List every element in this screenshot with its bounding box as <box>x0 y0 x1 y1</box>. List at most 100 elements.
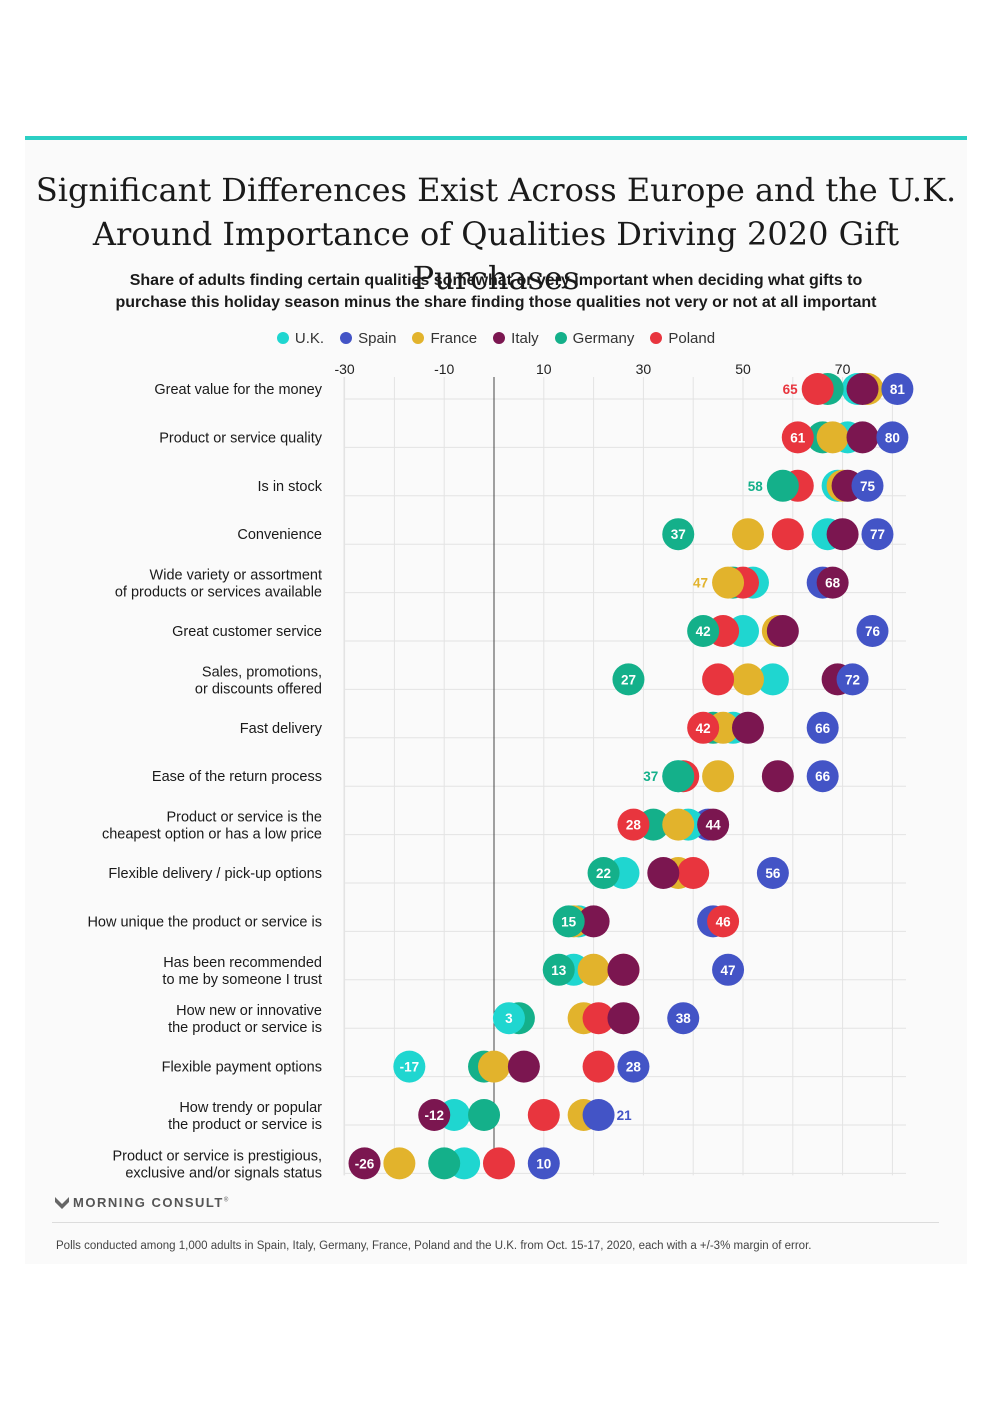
category-label: Has been recommended <box>163 955 322 971</box>
data-point-poland <box>687 711 720 744</box>
data-label: 10 <box>536 1156 551 1171</box>
page-title: Significant Differences Exist Across Eur… <box>25 168 967 300</box>
data-label: 47 <box>721 963 736 978</box>
data-point-france <box>712 566 745 599</box>
data-label: 56 <box>765 866 781 881</box>
data-point-poland <box>702 663 735 696</box>
x-tick-label: 70 <box>835 361 851 377</box>
x-tick-label: 50 <box>735 361 751 377</box>
data-point-germany <box>612 663 645 696</box>
legend-dot-icon <box>412 332 425 344</box>
category-label: to me by someone I trust <box>162 972 322 988</box>
data-point-france <box>731 663 764 696</box>
data-point-spain <box>712 953 745 986</box>
data-point-spain <box>582 1099 615 1131</box>
category-label: the product or service is <box>168 1020 322 1036</box>
data-point-italy <box>507 1050 540 1083</box>
data-label: 3 <box>505 1011 513 1026</box>
legend-dot-icon <box>650 332 663 344</box>
data-label: 77 <box>870 527 885 542</box>
data-label: 75 <box>860 479 876 494</box>
data-label: 68 <box>825 576 841 591</box>
data-label: 21 <box>617 1108 633 1123</box>
data-label: 42 <box>696 721 711 736</box>
data-label: 22 <box>596 866 611 881</box>
data-point-italy <box>826 518 859 551</box>
data-point-italy <box>577 905 610 938</box>
data-point-germany <box>542 953 575 986</box>
data-point-france <box>702 760 735 793</box>
data-label: 66 <box>815 721 831 736</box>
legend-label: Spain <box>358 330 397 347</box>
category-label: exclusive and/or signals status <box>125 1165 322 1181</box>
x-tick-label: -10 <box>434 361 454 377</box>
footnote: Polls conducted among 1,000 adults in Sp… <box>56 1240 812 1252</box>
morning-consult-logo-icon <box>55 1197 69 1209</box>
data-label: -26 <box>355 1156 375 1171</box>
category-label: Sales, promotions, <box>202 664 322 680</box>
x-tick-label: 30 <box>636 361 652 377</box>
category-label: How trendy or popular <box>179 1100 322 1116</box>
data-point-poland <box>677 857 710 889</box>
category-label: Wide variety or assortment <box>150 568 322 584</box>
dot-plot-chart: -30 -10 10 30 50 70 Great value for the money P… <box>87 361 914 1181</box>
data-label: 80 <box>885 430 900 445</box>
data-point-spain <box>806 711 839 744</box>
data-point-poland <box>707 905 740 938</box>
category-label: or discounts offered <box>195 681 322 697</box>
category-label: Product or service quality <box>159 430 323 446</box>
legend-label: Poland <box>668 330 716 347</box>
data-point-italy <box>348 1147 381 1180</box>
data-label: 58 <box>748 479 764 494</box>
category-label: Fast delivery <box>240 721 323 737</box>
legend-label: Italy <box>511 330 539 347</box>
legend-label: U.K. <box>294 330 325 347</box>
data-point-france <box>577 953 610 986</box>
data-label: 15 <box>561 914 577 929</box>
data-label: 46 <box>716 914 732 929</box>
legend-label: Germany <box>572 330 635 347</box>
data-point-germany <box>428 1147 461 1180</box>
data-point-france <box>816 421 849 454</box>
data-point-france <box>662 808 695 841</box>
data-point-italy <box>761 760 794 793</box>
category-label: the product or service is <box>168 1117 322 1133</box>
data-point-poland <box>617 808 650 841</box>
data-point-italy <box>731 711 764 744</box>
legend-item-france: France <box>412 330 477 347</box>
data-point-spain <box>881 373 914 405</box>
data-point-spain <box>876 421 909 454</box>
data-point-italy <box>816 566 849 599</box>
legend-item-spain: Spain <box>340 330 396 347</box>
category-label: Ease of the return process <box>152 769 322 785</box>
footer-divider <box>52 1222 939 1223</box>
data-point-germany <box>552 905 585 938</box>
data-point-italy <box>607 953 640 986</box>
category-label: Product or service is the <box>166 810 322 826</box>
data-point-poland <box>771 518 804 551</box>
category-label: cheapest option or has a low price <box>102 827 322 843</box>
legend-dot-icon <box>493 332 506 344</box>
data-point-germany <box>468 1099 501 1131</box>
data-point-spain <box>836 663 869 696</box>
data-label: 27 <box>621 672 636 687</box>
category-label: of products or services available <box>115 585 322 601</box>
legend-dot-icon <box>340 332 353 344</box>
legend-item-germany: Germany <box>554 330 635 347</box>
title-line-2: Around Importance of Qualities Driving 2… <box>92 215 900 297</box>
data-point-italy <box>846 373 879 405</box>
legend-item-uk: U.K. <box>276 330 325 347</box>
category-label: Flexible delivery / pick-up options <box>108 866 322 882</box>
data-point-germany <box>662 760 695 793</box>
legend: U.K. Spain France Italy Germany Poland <box>0 330 992 347</box>
data-point-uk <box>492 1002 525 1035</box>
data-label: 76 <box>865 624 881 639</box>
data-label: 13 <box>551 963 567 978</box>
data-point-france <box>383 1147 416 1180</box>
brand-logo: MORNING CONSULT® <box>55 1195 230 1210</box>
data-label: 47 <box>693 576 708 591</box>
data-point-spain <box>527 1147 560 1180</box>
data-label: 72 <box>845 672 860 687</box>
data-point-spain <box>806 760 839 793</box>
data-point-italy <box>418 1099 451 1131</box>
